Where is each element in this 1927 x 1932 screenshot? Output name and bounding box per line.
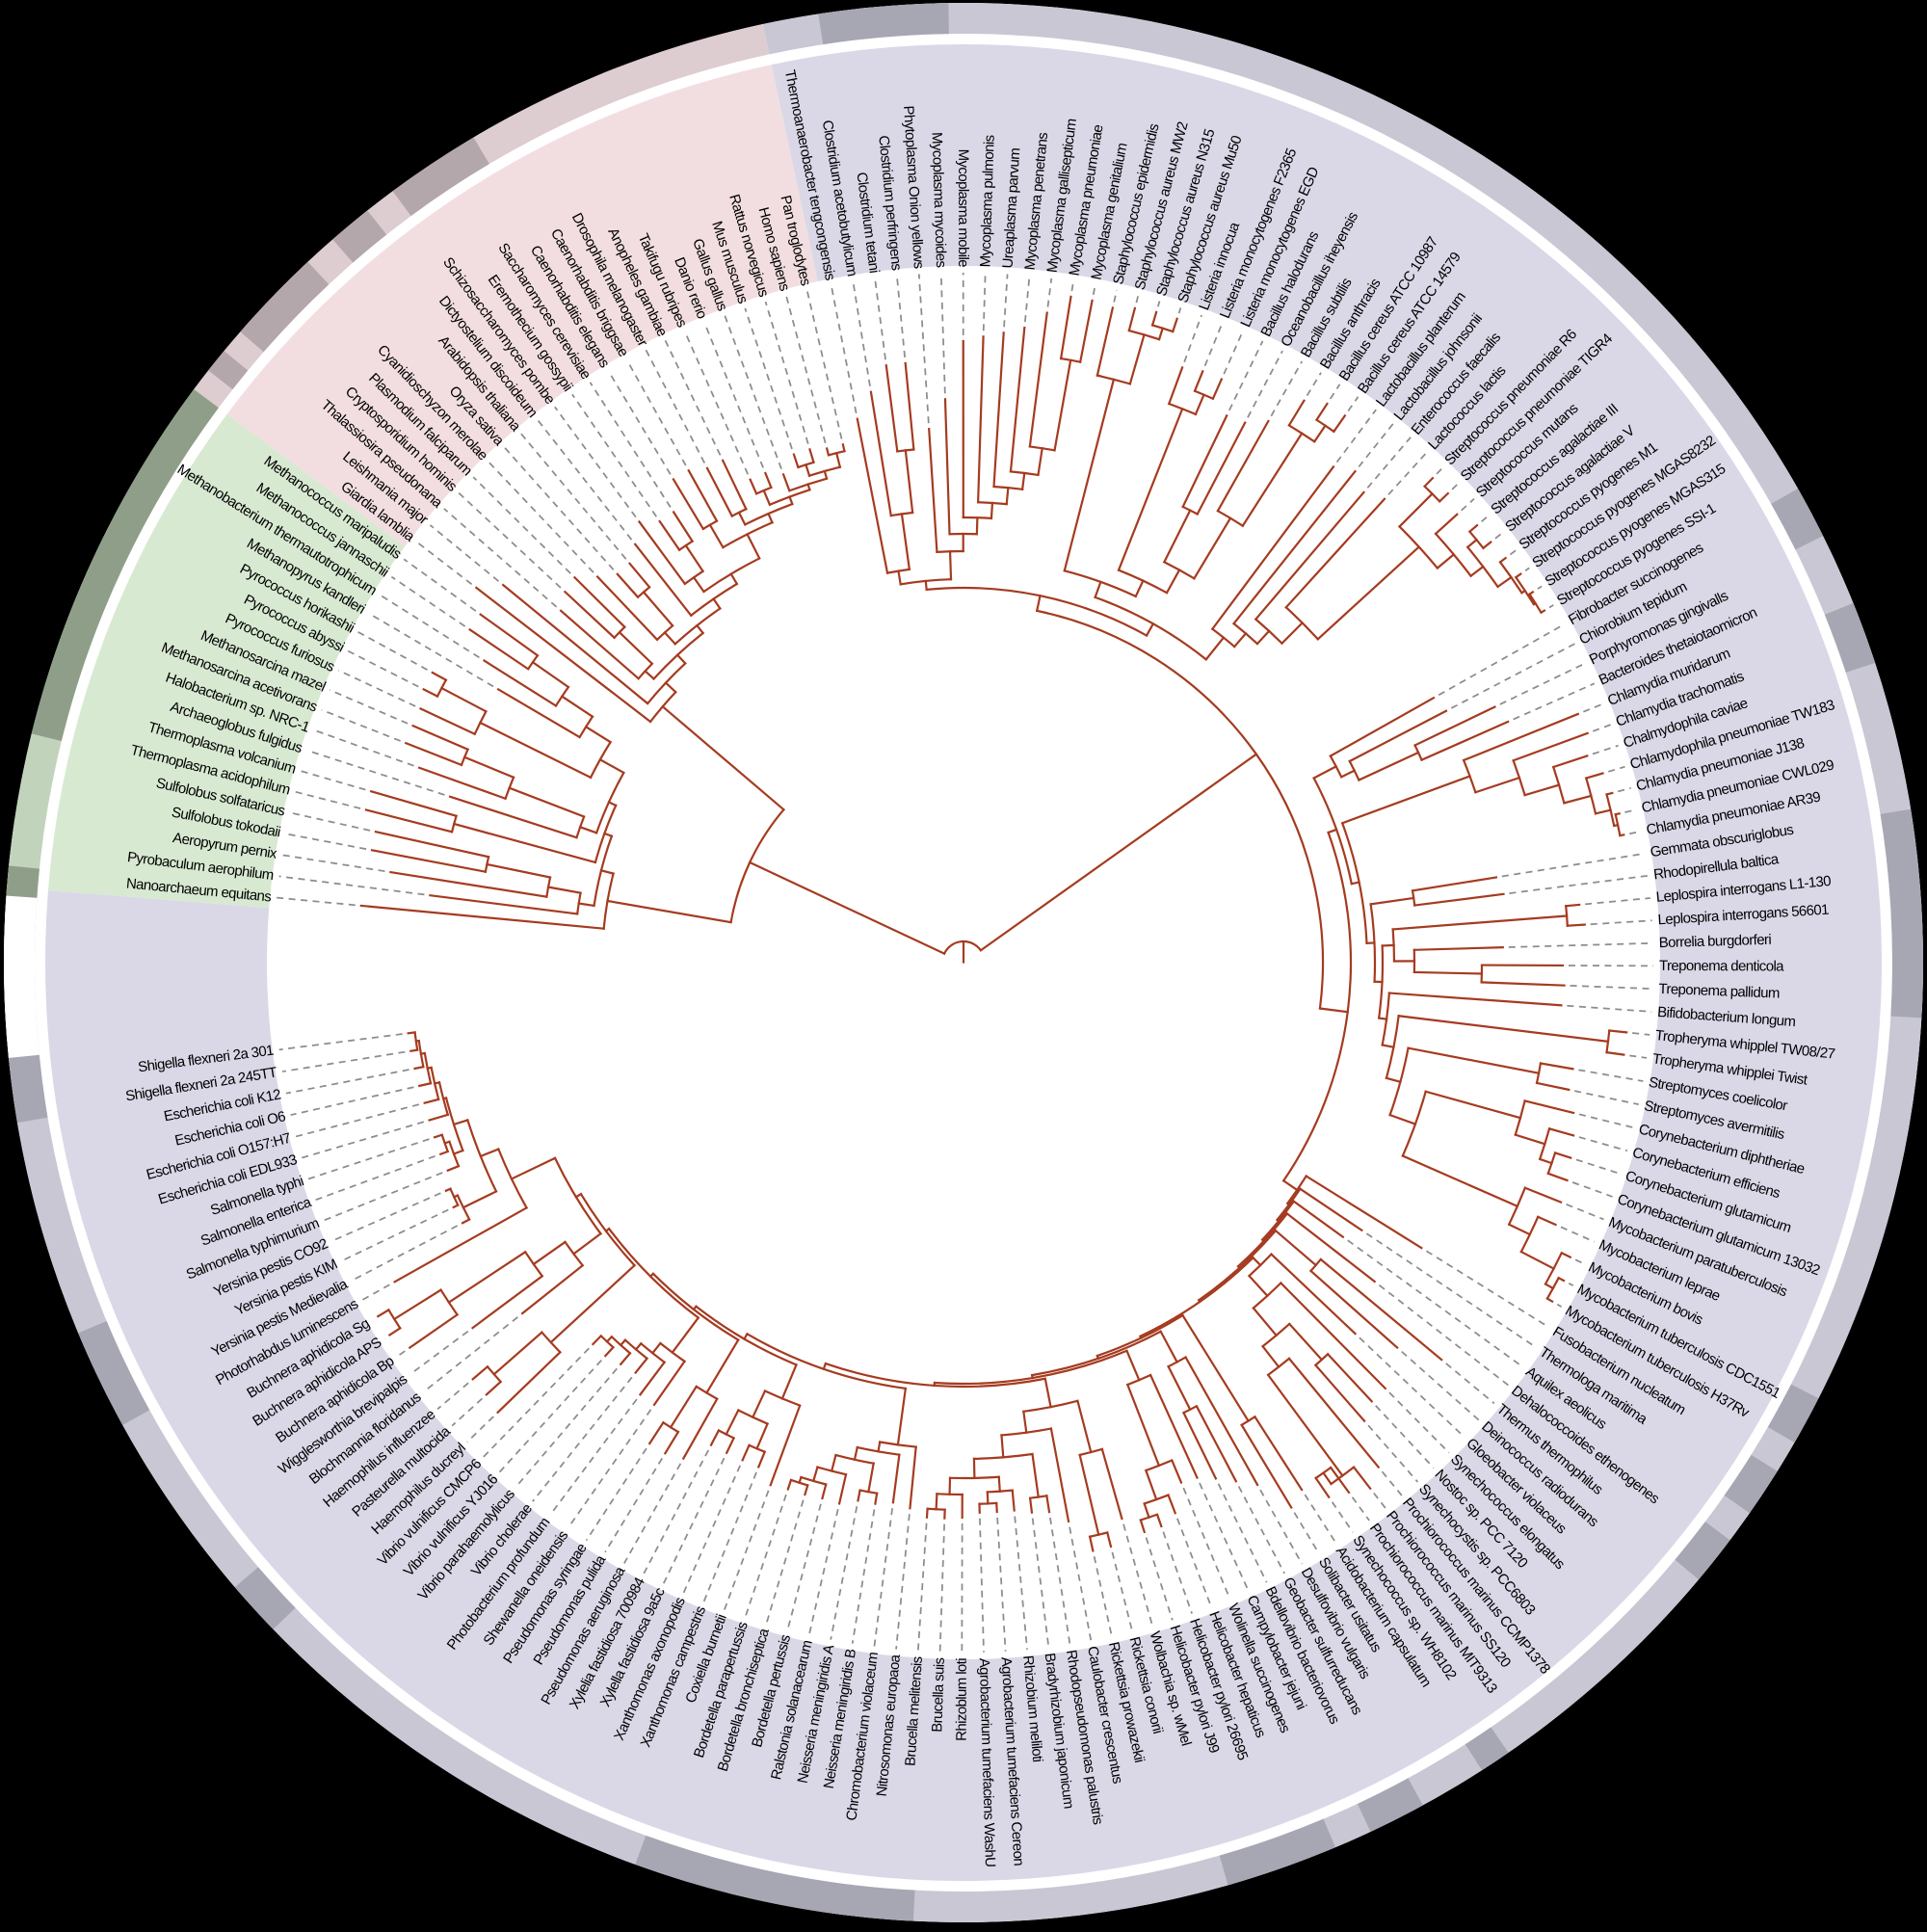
svg-text:Treponema denticola: Treponema denticola — [1659, 958, 1784, 975]
svg-text:Rhizoblum loti: Rhizoblum loti — [954, 1658, 970, 1741]
svg-text:Mycoplasma mobile: Mycoplasma mobile — [955, 149, 971, 268]
svg-text:Mycoplasma pulmonis: Mycoplasma pulmonis — [977, 135, 997, 268]
svg-text:Borrelia burgdorferi: Borrelia burgdorferi — [1658, 932, 1771, 951]
svg-text:Brucella suis: Brucella suis — [929, 1657, 948, 1733]
svg-text:Agrobacterium tumefaciens Wash: Agrobacterium tumefaciens WashU — [976, 1657, 998, 1866]
svg-text:Mycoplasma mycoides: Mycoplasma mycoides — [928, 132, 949, 268]
svg-text:Treponema pallidum: Treponema pallidum — [1658, 981, 1780, 1002]
